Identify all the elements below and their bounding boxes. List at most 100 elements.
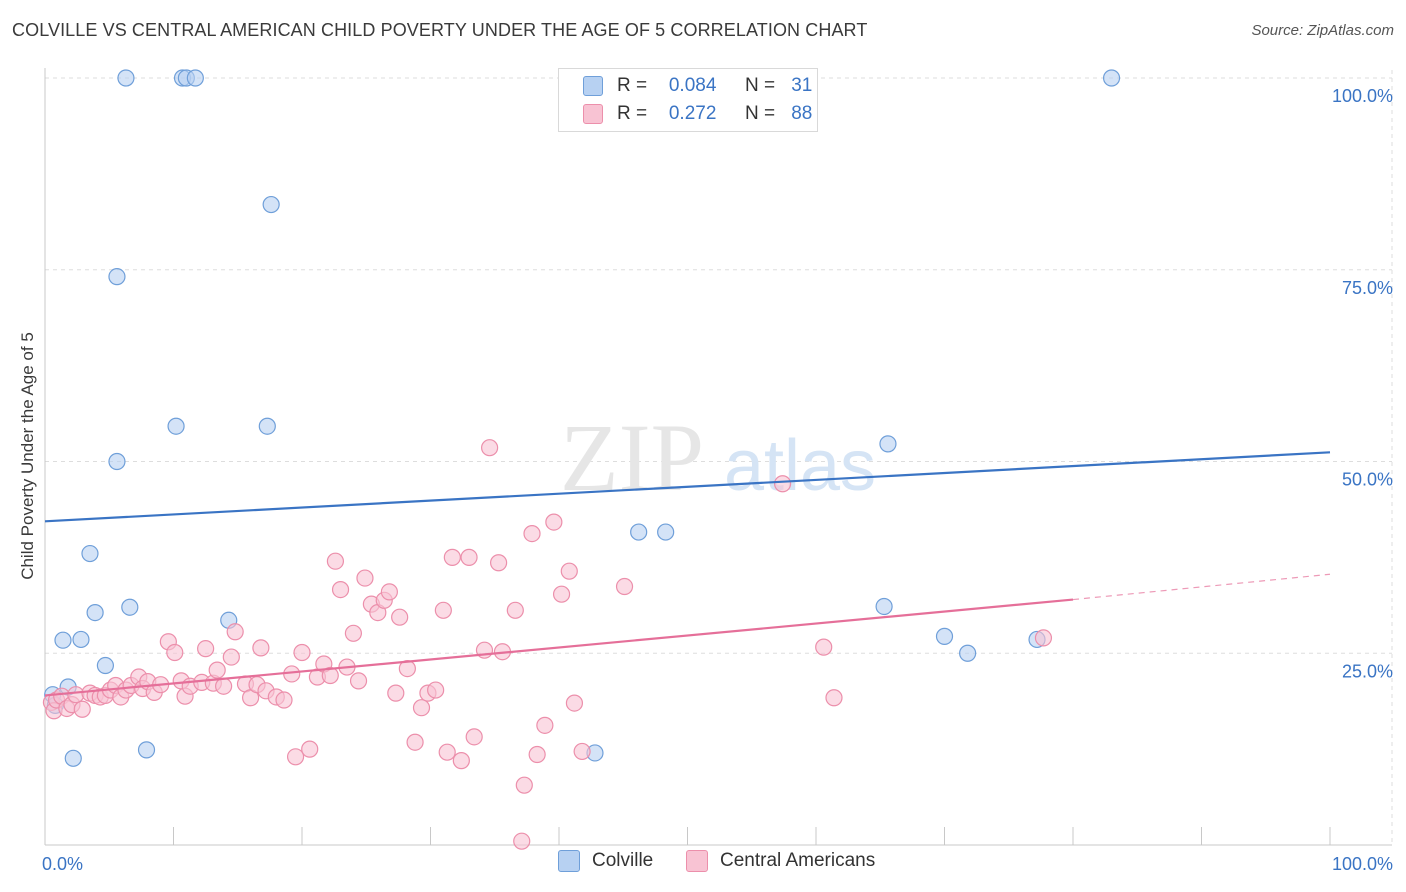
watermark: ZIP atlas [560,404,876,511]
central-americans-point [412,699,431,717]
central-americans-point [1034,629,1053,647]
central-americans-point [67,686,85,704]
central-americans-point [344,624,362,642]
colville-swatch-icon [558,850,580,872]
central-americans-point [197,640,215,658]
colville-point [108,268,126,286]
colville-point [657,523,675,541]
central-americans-point [528,745,546,764]
legend-n-value: 88 [791,103,813,124]
central-americans-point [286,748,305,766]
central-americans-point [166,643,184,662]
central-americans-trend-line-dashed [1072,573,1331,601]
central-americans-point [391,608,409,626]
legend-r-label: R = [617,103,648,124]
colville-point [54,631,72,649]
legend-r-value: 0.084 [668,75,717,96]
colville-point [72,630,90,649]
y-tick-label: 50.0% [1342,470,1393,490]
central-americans-point [380,583,398,601]
central-americans-point [387,684,405,702]
bottom-legend-central-americans: Central Americans [686,850,875,872]
legend-r-value: 0.272 [668,103,717,124]
colville-point [1102,69,1121,87]
colville-point [959,644,977,662]
central-americans-point [215,677,233,695]
central-americans-point [573,742,591,761]
central-americans-point [406,733,424,751]
central-americans-point [523,524,541,543]
tick-labels: 25.0% 50.0% 75.0% 100.0% 0.0% 100.0% [42,86,1393,874]
central-americans-point [321,666,339,685]
y-tick-label: 75.0% [1342,278,1393,298]
central-americans-point [545,513,563,531]
colville-point [262,195,280,214]
central-americans-point [615,577,634,596]
colville-point [630,523,648,541]
central-americans-point [481,439,499,457]
central-americans-trend-line [44,598,1074,697]
central-americans-point [552,585,571,603]
source-label: Source: ZipAtlas.com [1251,22,1394,39]
bottom-legend-colville-label: Colville [592,850,654,871]
y-tick-label: 25.0% [1342,661,1393,681]
y-axis-label: Child Poverty Under the Age of 5 [18,332,37,580]
trend-lines [44,451,1331,697]
central-americans-point [252,639,270,657]
colville-point [117,69,135,87]
colville-point [935,627,954,645]
central-americans-point [565,694,584,712]
watermark-zip: ZIP [560,404,704,511]
central-americans-point [560,562,578,580]
colville-point [186,69,204,87]
central-americans-point [438,743,456,761]
central-americans-point [331,580,350,599]
central-americans-point [825,689,843,707]
colville-point [879,435,897,453]
colville-point [86,603,104,622]
central-americans-swatch-icon [686,850,708,872]
colville-trend-line [44,451,1331,523]
colville-point [121,598,139,616]
central-americans-swatch-icon [583,104,603,124]
colville-point [64,749,82,767]
central-americans-point [490,554,508,572]
central-americans-point [293,643,311,662]
central-americans-point [275,691,293,709]
x-tick-label: 100.0% [1332,854,1393,874]
bottom-legend-central-americans-label: Central Americans [720,850,876,871]
legend-n-label: N = [744,75,776,96]
central-americans-point [326,552,345,570]
bottom-legend-colville: Colville [558,850,653,872]
central-americans-point [515,776,533,794]
axes [44,68,1392,846]
central-americans-point [349,672,368,690]
central-americans-point [513,832,531,850]
chart-title: COLVILLE VS CENTRAL AMERICAN CHILD POVER… [12,20,868,40]
central-americans-point [226,623,244,641]
colville-swatch-icon [583,76,603,96]
central-americans-point [222,648,240,666]
central-americans-point [434,601,452,619]
watermark-atlas: atlas [724,426,876,506]
central-americans-point [301,740,319,758]
y-tick-label: 100.0% [1332,86,1393,106]
colville-point [96,656,114,675]
central-americans-point [773,475,792,493]
central-americans-point [452,752,470,770]
legend-n-value: 31 [791,75,813,96]
correlation-legend: R = 0.084 N = 31 R = 0.272 N = 88 [558,68,818,132]
legend-n-label: N = [744,103,776,124]
central-americans-point [460,548,478,566]
central-americans-point [427,681,445,699]
central-americans-point [73,700,91,718]
grid-lines [45,70,1393,845]
colville-point [167,417,185,435]
central-americans-point [465,728,483,746]
central-americans-point [356,569,374,587]
colville-point [108,452,126,471]
x-tick-label: 0.0% [42,854,83,874]
central-americans-point [208,661,226,679]
colville-point [258,417,276,435]
